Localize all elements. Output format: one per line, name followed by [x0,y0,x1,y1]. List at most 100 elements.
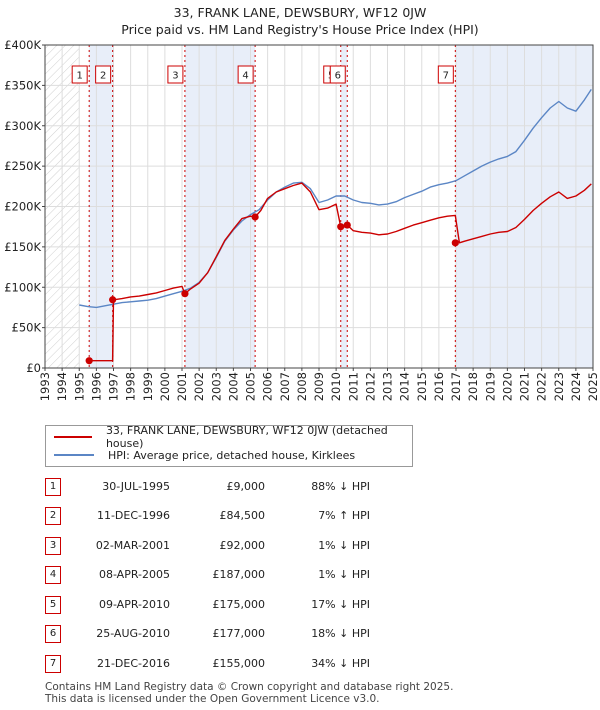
x-tick-label: 2023 [552,372,566,401]
x-tick-label: 2004 [226,372,240,401]
sale-hpi-diff: 1% ↓ HPI [318,539,370,552]
sale-price: £92,000 [219,539,266,552]
legend-label-hpi: HPI: Average price, detached house, Kirk… [108,448,356,462]
x-tick-label: 2008 [295,372,309,401]
sale-date: 02-MAR-2001 [95,539,170,552]
sale-number-badge: 1 [45,478,61,496]
x-tick-label: 2010 [329,372,343,401]
x-tick-label: 2006 [261,372,275,401]
table-row: 4 08-APR-2005 £187,000 1% ↓ HPI [0,566,600,586]
legend-swatch-property [54,436,92,438]
x-tick-label: 2005 [244,372,258,401]
sale-price: £84,500 [219,509,266,522]
sale-label-number: 1 [76,71,82,82]
table-row: 6 25-AUG-2010 £177,000 18% ↓ HPI [0,625,600,645]
sale-marker [337,223,345,231]
sale-date: 09-APR-2010 [98,598,170,611]
y-tick-label: £0 [26,361,41,375]
hpi-line [79,89,592,309]
x-tick-label: 1993 [38,372,52,401]
sale-hpi-diff: 88% ↓ HPI [311,480,370,493]
sale-label-box [237,65,254,84]
sale-date: 08-APR-2005 [98,568,170,581]
x-tick-label: 1996 [89,372,103,401]
sale-date-lines [88,45,456,368]
sale-date: 21-DEC-2016 [96,657,170,670]
y-tick-label: £50K [12,321,42,335]
table-row: 5 09-APR-2010 £175,000 17% ↓ HPI [0,596,600,616]
x-tick-label: 2020 [500,372,514,401]
sale-label-number: 2 [100,71,106,82]
sale-marker [343,221,351,229]
legend-item-hpi: HPI: Average price, detached house, Kirk… [54,447,355,463]
table-row: 1 30-JUL-1995 £9,000 88% ↓ HPI [0,478,600,498]
sale-hpi-diff: 7% ↑ HPI [318,509,370,522]
sale-label-number: 6 [335,71,341,82]
sale-label-box [71,65,88,84]
sale-markers [85,213,459,365]
x-tick-label: 2000 [158,372,172,401]
sale-price: £155,000 [212,657,266,670]
x-tick-label: 2003 [209,372,223,401]
sale-date: 11-DEC-1996 [96,509,170,522]
x-tick-label: 2013 [381,372,395,401]
sale-number-badge: 7 [45,655,61,673]
sale-price: £187,000 [212,568,266,581]
sale-price: £9,000 [226,480,266,493]
sale-number-badge: 6 [45,625,61,643]
x-tick-label: 2007 [278,372,292,401]
y-tick-label: £150K [4,240,41,254]
sale-marker [109,296,117,304]
x-tick-label: 1994 [55,372,69,401]
footer-licence: This data is licensed under the Open Gov… [45,693,380,705]
table-row: 7 21-DEC-2016 £155,000 34% ↓ HPI [0,655,600,675]
x-tick-label: 2024 [569,372,583,401]
sale-label-number: 3 [172,71,178,82]
sale-label-number: 4 [242,71,248,82]
chart-title: 33, FRANK LANE, DEWSBURY, WF12 0JW [173,5,427,20]
sale-price: £177,000 [212,627,266,640]
x-tick-label: 2025 [586,372,600,401]
footer-copyright: Contains HM Land Registry data © Crown c… [45,681,454,693]
x-tick-label: 2012 [363,372,377,401]
sale-label-box [167,65,184,84]
sale-number-badge: 4 [45,566,61,584]
sale-price: £175,000 [212,598,266,611]
sale-hpi-diff: 17% ↓ HPI [311,598,370,611]
x-tick-label: 2009 [312,372,326,401]
sale-marker [251,213,259,221]
x-tick-label: 1999 [141,372,155,401]
sale-number-badge: 2 [45,507,61,525]
y-tick-label: £200K [4,200,41,214]
sale-label-box [329,65,346,84]
y-tick-label: £250K [4,159,41,173]
sale-number-badge: 3 [45,537,61,555]
x-tick-label: 1997 [107,372,121,401]
sale-marker [85,357,93,365]
x-tick-label: 2017 [449,372,463,401]
x-tick-label: 2022 [535,372,549,401]
sale-number-badge: 5 [45,596,61,614]
x-tick-label: 2015 [415,372,429,401]
sale-label-box [95,65,112,84]
x-tick-label: 1998 [124,372,138,401]
series-lines [79,89,592,362]
y-tick-label: £100K [4,280,41,294]
table-row: 2 11-DEC-1996 £84,500 7% ↑ HPI [0,507,600,527]
price-chart: 1234567 £0£50K£100K£150K£200K£250K£300K£… [4,38,600,401]
sale-label-number: 7 [443,71,449,82]
sale-hpi-diff: 34% ↓ HPI [311,657,370,670]
sale-marker [451,239,459,247]
footer-attribution: Contains HM Land Registry data © Crown c… [45,681,453,705]
y-tick-label: £400K [4,38,41,52]
sale-date: 30-JUL-1995 [102,480,170,493]
chart-subtitle: Price paid vs. HM Land Registry's House … [121,22,479,37]
chart-title-block: 33, FRANK LANE, DEWSBURY, WF12 0JW Price… [0,4,600,38]
property-price-line [89,182,592,362]
legend-label-property: 33, FRANK LANE, DEWSBURY, WF12 0JW (deta… [105,424,388,450]
x-tick-label: 2002 [192,372,206,401]
sale-number-labels: 1234567 [71,65,454,84]
sale-label-box [437,65,454,84]
x-tick-label: 2014 [398,372,412,401]
x-tick-label: 2011 [346,372,360,401]
